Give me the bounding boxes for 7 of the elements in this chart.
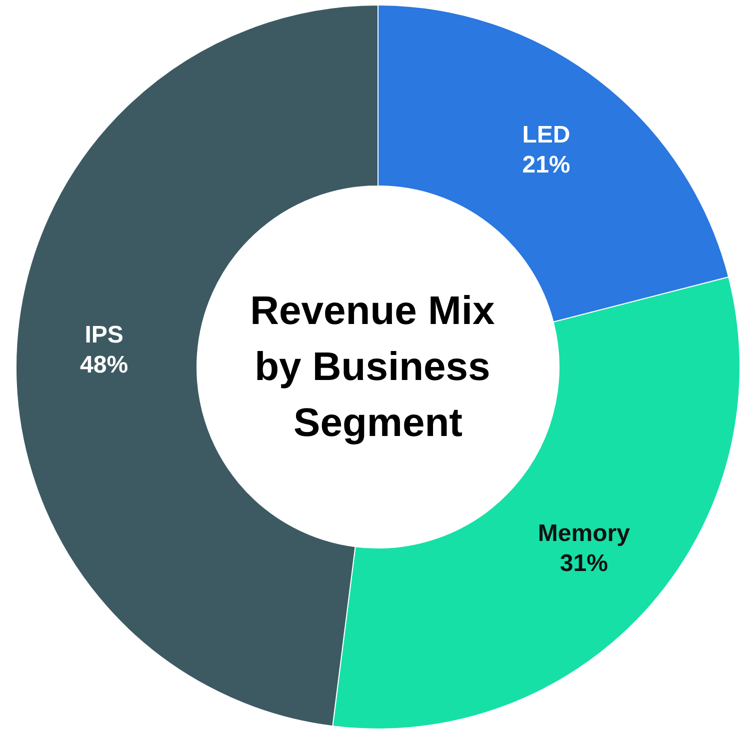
slice-label: LED [522,122,570,149]
slice-label: Memory [538,520,631,548]
data-label: 21% [522,152,570,179]
data-label: 31% [560,550,608,578]
data-label: 48% [80,351,128,378]
text: Revenue Mix by Business Segment [250,289,506,445]
slice-label: IPS [84,321,124,348]
